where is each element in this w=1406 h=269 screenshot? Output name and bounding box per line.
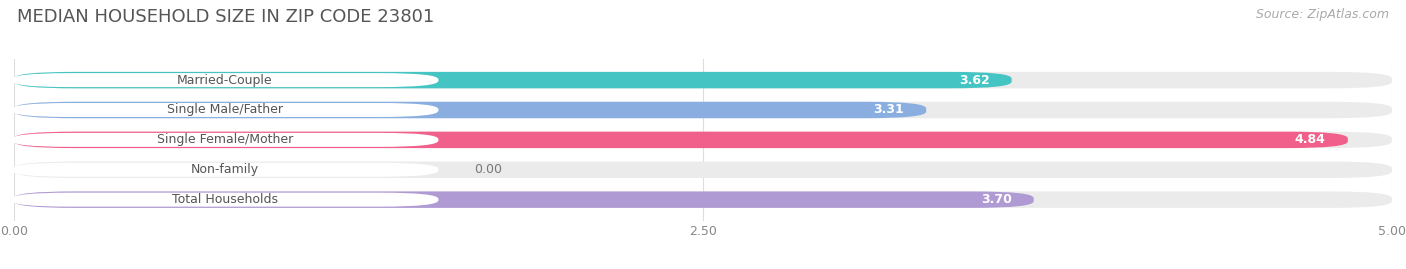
Text: 3.31: 3.31: [873, 104, 904, 116]
Text: 0.00: 0.00: [474, 163, 502, 176]
FancyBboxPatch shape: [14, 192, 1033, 208]
FancyBboxPatch shape: [11, 163, 439, 177]
FancyBboxPatch shape: [11, 73, 439, 87]
Text: 4.84: 4.84: [1295, 133, 1326, 146]
FancyBboxPatch shape: [14, 192, 1392, 208]
Text: Single Male/Father: Single Male/Father: [167, 104, 283, 116]
Text: 3.62: 3.62: [959, 74, 990, 87]
FancyBboxPatch shape: [14, 162, 1392, 178]
FancyBboxPatch shape: [14, 132, 1392, 148]
Text: 3.70: 3.70: [981, 193, 1012, 206]
FancyBboxPatch shape: [14, 132, 1348, 148]
Text: Total Households: Total Households: [172, 193, 278, 206]
FancyBboxPatch shape: [14, 72, 1392, 88]
FancyBboxPatch shape: [14, 102, 927, 118]
Text: Single Female/Mother: Single Female/Mother: [156, 133, 292, 146]
FancyBboxPatch shape: [11, 133, 439, 147]
Text: Source: ZipAtlas.com: Source: ZipAtlas.com: [1256, 8, 1389, 21]
FancyBboxPatch shape: [14, 102, 1392, 118]
FancyBboxPatch shape: [14, 72, 1012, 88]
Text: Married-Couple: Married-Couple: [177, 74, 273, 87]
FancyBboxPatch shape: [11, 193, 439, 207]
Text: MEDIAN HOUSEHOLD SIZE IN ZIP CODE 23801: MEDIAN HOUSEHOLD SIZE IN ZIP CODE 23801: [17, 8, 434, 26]
Text: Non-family: Non-family: [191, 163, 259, 176]
FancyBboxPatch shape: [11, 103, 439, 117]
